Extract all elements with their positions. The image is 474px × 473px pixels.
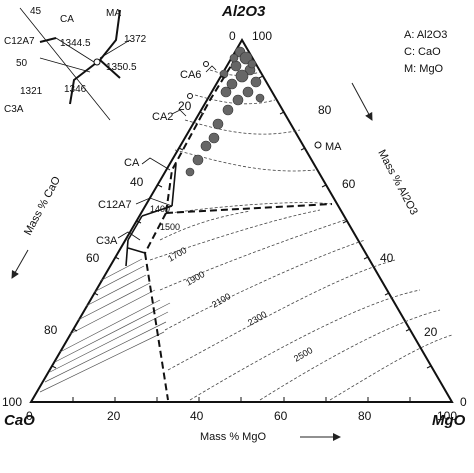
bottom-tick-40: 40 [190, 409, 204, 423]
left-tick-80: 80 [44, 323, 58, 337]
legend-a: A: Al2O3 [404, 29, 447, 41]
phase-boundaries [144, 47, 333, 401]
solid-boundaries [125, 163, 177, 267]
isotherm-curves [149, 69, 453, 401]
left-tick-40: 40 [130, 175, 144, 189]
inset-temp-1350: 1350.5 [106, 62, 137, 73]
inset-label-c3a: C3A [4, 104, 24, 115]
iso-2500: 2500 [292, 345, 314, 364]
bottom-tick-100: 100 [437, 409, 457, 423]
arrow-left [11, 249, 29, 279]
bottom-tick-80: 80 [358, 409, 372, 423]
iso-2100: 2100 [210, 291, 232, 310]
inset-diagram: 45 50 CA MA C12A7 C3A 1372 1344.5 1350.5… [4, 6, 147, 121]
left-tick-100: 100 [2, 395, 22, 409]
right-tick-100: 100 [252, 29, 272, 43]
axis-title-right: Mass % Al2O3 [375, 148, 419, 217]
corner-label-right: MgO [432, 412, 466, 429]
legend-c: C: CaO [404, 46, 441, 58]
right-tick-80: 80 [318, 103, 332, 117]
iso-1700: 1700 [166, 245, 188, 264]
corner-label-left: CaO [4, 412, 35, 429]
inset-temp-1372: 1372 [124, 34, 147, 45]
left-tick-0: 0 [229, 29, 236, 43]
phase-ca2: CA2 [152, 111, 173, 123]
left-tick-60: 60 [86, 251, 100, 265]
legend: A: Al2O3 C: CaO M: MgO [404, 29, 447, 75]
corner-label-top: Al2O3 [221, 3, 266, 20]
bottom-tick-0: 0 [26, 409, 33, 423]
inset-label-ca: CA [60, 14, 74, 25]
phase-ca: CA [124, 157, 140, 169]
legend-m: M: MgO [404, 63, 444, 75]
sample-points [185, 46, 265, 177]
triangle-frame [29, 38, 454, 403]
right-tick-20: 20 [424, 325, 438, 339]
iso-2300: 2300 [246, 309, 268, 328]
left-tick-20: 20 [178, 99, 192, 113]
bottom-tick-60: 60 [274, 409, 288, 423]
inset-label-c12a7: C12A7 [4, 36, 35, 47]
inset-tick-50: 50 [16, 58, 28, 69]
arrow-right [351, 82, 373, 121]
tick-marks [51, 75, 432, 402]
hatch-lines [39, 258, 171, 393]
inset-temp-1346: 1346 [64, 84, 87, 95]
right-tick-0: 0 [460, 395, 467, 409]
inset-tick-45: 45 [30, 6, 42, 17]
axis-title-left: Mass % CaO [22, 174, 63, 237]
edge-markers [187, 61, 322, 149]
right-tick-60: 60 [342, 177, 356, 191]
phase-c3a: C3A [96, 235, 118, 247]
iso-1400: 1400 [150, 204, 170, 214]
leader-lines [117, 65, 217, 241]
bottom-tick-20: 20 [107, 409, 121, 423]
inset-temp-1321: 1321 [20, 86, 43, 97]
axis-title-bottom: Mass % MgO [200, 431, 266, 443]
phase-ma: MA [325, 141, 342, 153]
inset-temp-1344: 1344.5 [60, 38, 91, 49]
phase-ca6: CA6 [180, 69, 201, 81]
phase-c12a7: C12A7 [98, 199, 132, 211]
inset-label-ma: MA [106, 8, 121, 19]
iso-1500: 1500 [160, 222, 180, 232]
right-tick-40: 40 [380, 251, 394, 265]
